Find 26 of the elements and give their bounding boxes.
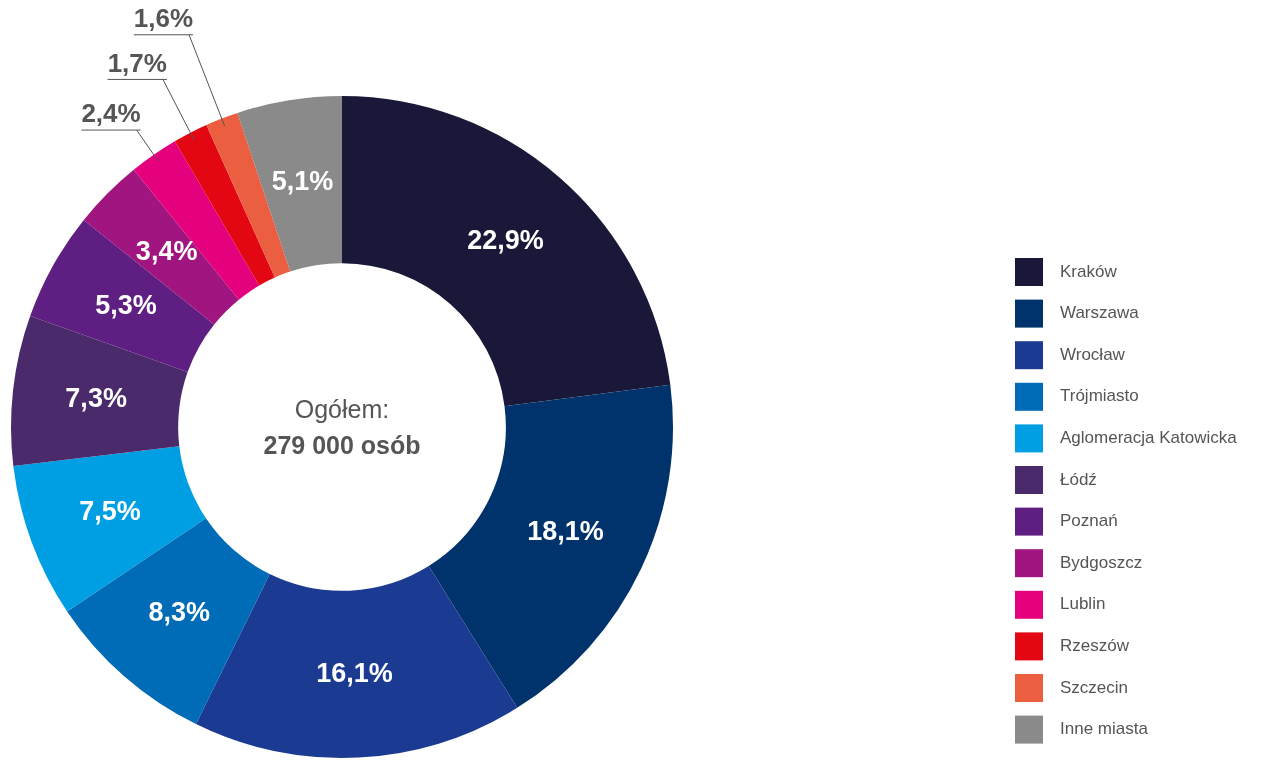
data-label: 1,6% (133, 2, 194, 33)
text: 279 000 osób (263, 430, 421, 459)
legend-label: Wrocław (1060, 344, 1126, 364)
data-label: 5,1% (271, 166, 334, 197)
legend-label: Trójmiasto (1060, 386, 1139, 406)
data-label: 7,5% (79, 496, 141, 527)
legend-label: Kraków (1060, 261, 1118, 281)
legend-label: Rzeszów (1060, 636, 1130, 656)
data-label: 3,4% (135, 235, 198, 266)
legend-label: Inne miasta (1060, 719, 1149, 739)
legend-label: Łódź (1060, 469, 1097, 489)
data-label: 7,3% (65, 382, 127, 413)
legend-label: Aglomeracja Katowicka (1060, 428, 1238, 448)
legend-label: Poznań (1060, 511, 1118, 531)
data-label: 2,4% (81, 98, 141, 129)
legend-label: Lublin (1060, 594, 1106, 614)
data-label: 1,7% (107, 47, 167, 78)
data-label: 5,3% (95, 289, 157, 320)
data-label: 18,1% (527, 516, 604, 547)
legend-label: Warszawa (1060, 303, 1140, 323)
legend-label: Bydgoszcz (1060, 552, 1143, 572)
legend-label: Szczecin (1060, 677, 1129, 697)
data-label: 22,9% (467, 224, 544, 255)
data-label: 16,1% (316, 657, 393, 688)
text: Ogółem: (294, 394, 390, 423)
data-label: 8,3% (148, 596, 210, 627)
